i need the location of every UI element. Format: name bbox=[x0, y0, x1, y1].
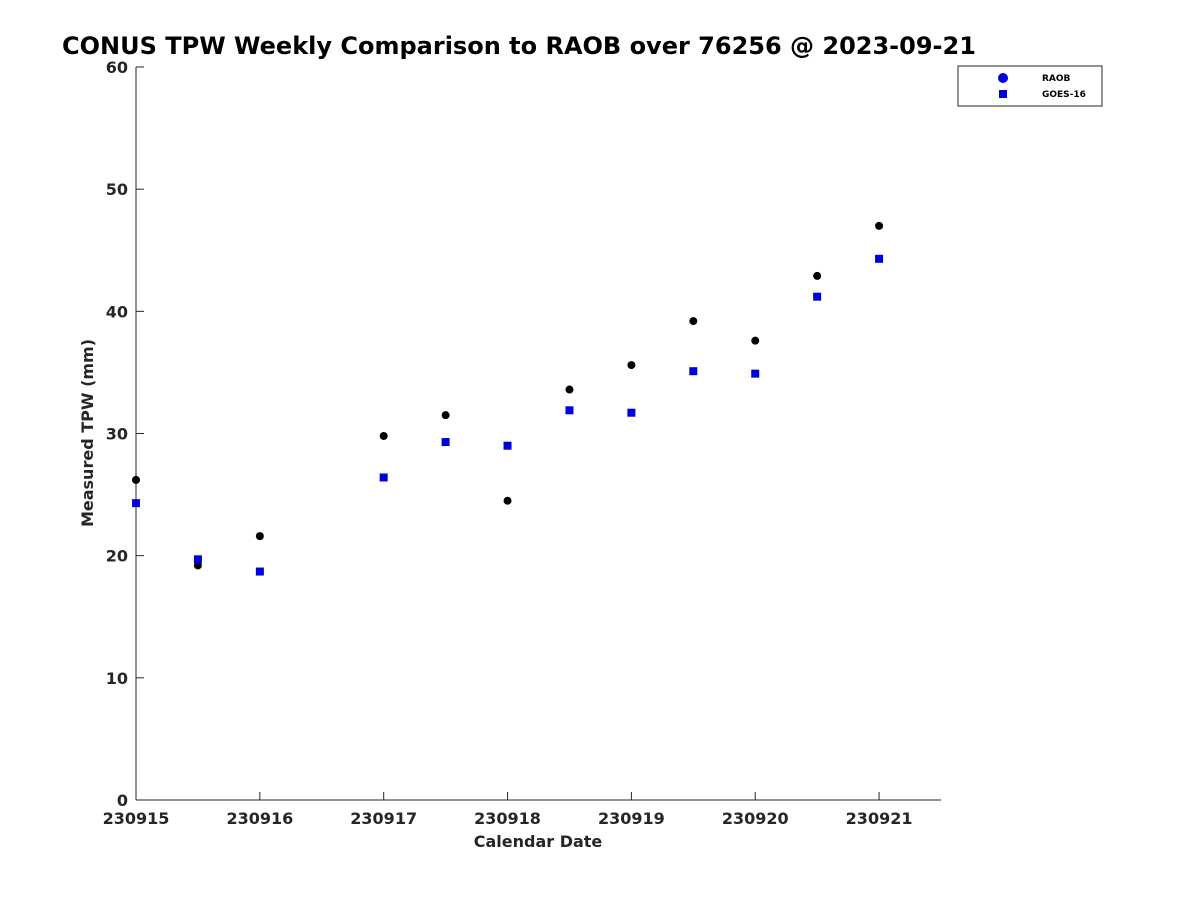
raob-point bbox=[627, 361, 636, 370]
goes-16-point bbox=[132, 499, 140, 508]
goes-16-point bbox=[503, 441, 512, 450]
goes-16-point bbox=[255, 567, 264, 576]
raob-point bbox=[565, 385, 574, 394]
x-axis-label: Calendar Date bbox=[474, 832, 603, 851]
goes-16-point bbox=[379, 473, 388, 482]
raob-point bbox=[689, 317, 698, 326]
goes-16-point bbox=[813, 292, 822, 301]
legend-raob-marker-icon bbox=[998, 73, 1008, 83]
goes-16-point bbox=[875, 254, 884, 263]
data-points bbox=[132, 221, 884, 576]
raob-point bbox=[441, 411, 450, 420]
y-axis-label: Measured TPW (mm) bbox=[78, 339, 97, 527]
chart-title: CONUS TPW Weekly Comparison to RAOB over… bbox=[62, 32, 976, 60]
x-tick-label: 230916 bbox=[226, 809, 293, 828]
axes bbox=[135, 67, 941, 801]
y-tick-label: 0 bbox=[117, 791, 128, 810]
raob-point bbox=[751, 336, 760, 345]
raob-point bbox=[193, 561, 202, 570]
goes-16-point bbox=[689, 367, 698, 376]
legend-goes-marker-icon bbox=[999, 90, 1007, 98]
x-axis-ticks: 230915 230916 230917 230918 230919 230920 2309… bbox=[103, 792, 913, 828]
x-tick-label: 230917 bbox=[350, 809, 417, 828]
y-axis-ticks: 0 10 20 30 40 50 60 bbox=[106, 58, 144, 810]
series-goes-16 bbox=[132, 254, 884, 576]
legend-goes-label: GOES-16 bbox=[1042, 90, 1086, 100]
x-tick-label: 230919 bbox=[598, 809, 665, 828]
legend-raob-label: RAOB bbox=[1042, 74, 1071, 84]
x-tick-label: 230918 bbox=[474, 809, 541, 828]
raob-point bbox=[379, 431, 388, 440]
y-tick-label: 20 bbox=[106, 547, 128, 566]
goes-16-point bbox=[627, 408, 636, 417]
raob-point bbox=[255, 532, 264, 541]
goes-16-point bbox=[441, 438, 450, 447]
y-tick-label: 50 bbox=[106, 180, 128, 199]
legend: RAOB GOES-16 bbox=[957, 65, 1103, 107]
x-tick-label: 230921 bbox=[846, 809, 913, 828]
raob-point bbox=[503, 496, 512, 505]
raob-point bbox=[813, 271, 822, 280]
legend-box bbox=[957, 65, 1103, 107]
raob-point bbox=[132, 475, 140, 484]
x-tick-label: 230920 bbox=[722, 809, 789, 828]
goes-16-point bbox=[565, 406, 574, 415]
y-tick-label: 10 bbox=[106, 669, 128, 688]
raob-point bbox=[875, 221, 884, 230]
x-tick-label: 230915 bbox=[103, 809, 170, 828]
y-tick-label: 40 bbox=[106, 302, 128, 321]
goes-16-point bbox=[751, 369, 760, 378]
y-tick-label: 60 bbox=[106, 58, 128, 77]
goes-16-point bbox=[193, 555, 202, 564]
series-raob bbox=[132, 221, 884, 570]
y-tick-label: 30 bbox=[106, 425, 128, 444]
